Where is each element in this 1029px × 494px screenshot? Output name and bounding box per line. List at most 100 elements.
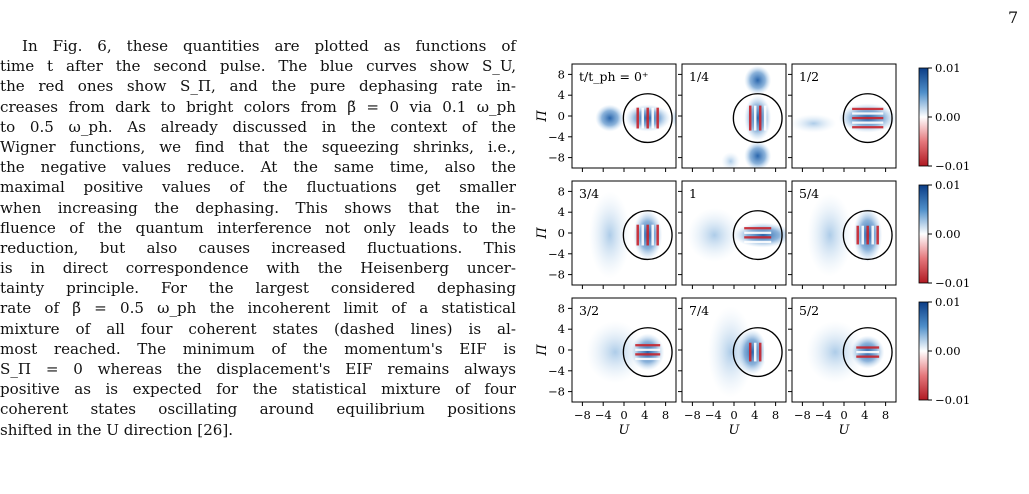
colorbar: 0.01 0.00 −0.01 <box>918 295 970 407</box>
wigner-lobe <box>734 222 786 248</box>
interference-fringe <box>758 342 762 362</box>
colorbar-tick-label: 0.01 <box>935 178 961 192</box>
x-tick-label: −4 <box>705 408 722 422</box>
interference-fringe <box>646 224 649 246</box>
interference-fringe <box>852 126 884 129</box>
interference-fringe <box>856 346 880 349</box>
colorbar-gradient <box>918 184 929 284</box>
interference-fringe <box>641 224 644 246</box>
interference-fringe <box>656 107 659 129</box>
y-tick-label: −4 <box>548 247 565 261</box>
interference-fringe <box>753 105 757 131</box>
reference-circle <box>732 93 783 144</box>
interference-fringe <box>876 225 879 245</box>
x-tick-label: 4 <box>861 408 868 422</box>
x-axis-label: U <box>729 423 741 438</box>
y-axis-label: Π <box>535 344 550 357</box>
panel-label: 3/2 <box>579 303 599 318</box>
y-tick-label: −8 <box>548 268 565 282</box>
x-tick-label: 0 <box>840 408 847 422</box>
y-tick-label: −4 <box>548 364 565 378</box>
interference-fringe <box>852 112 884 115</box>
wigner-panel: 3/2 8 −8 4 −4 0 0 −4 4 −8 8 Π U <box>535 297 677 438</box>
colorbar-tick-label: 0.01 <box>935 295 961 309</box>
interference-fringe <box>861 225 864 245</box>
y-tick-label: 4 <box>558 322 565 336</box>
x-axis-label: U <box>839 423 851 438</box>
interference-fringe <box>635 353 661 356</box>
paragraph-line: rate of β̃ = 0.5 ω_ph the incoherent lim… <box>0 299 516 318</box>
colorbar-gradient <box>918 67 929 167</box>
interference-fringe <box>744 236 772 239</box>
y-tick-label: 0 <box>558 109 565 123</box>
wigner-lobe <box>744 95 772 141</box>
interference-fringe <box>636 224 639 246</box>
interference-fringe <box>656 224 659 246</box>
interference-fringe <box>852 116 884 120</box>
interference-fringe <box>651 107 654 129</box>
paragraph-line: coherent states oscillating around equil… <box>0 400 516 419</box>
colorbar-gradient <box>918 301 929 401</box>
interference-fringe <box>852 121 884 124</box>
paragraph-line: fluence of the quantum interference not … <box>0 218 516 237</box>
panel-label: 1 <box>689 186 697 201</box>
x-tick-label: −4 <box>595 408 612 422</box>
colorbar-tick-label: 0.01 <box>935 61 961 75</box>
paragraph-line: most reached. The minimum of the momentu… <box>0 339 516 358</box>
wigner-panel: 3/4 8 4 0 −4 −8 Π <box>535 180 677 289</box>
reference-circle <box>732 210 783 261</box>
paragraph-line: time t after the second pulse. The blue … <box>0 57 516 76</box>
interference-fringe <box>744 227 772 230</box>
wigner-panel: 1/2 <box>788 63 897 172</box>
x-tick-label: 4 <box>751 408 758 422</box>
reference-circle <box>842 210 893 261</box>
wigner-panel: t/t_ph = 0⁺ 8 4 0 −4 −8 Π <box>535 63 677 172</box>
colorbar-tick-label: 0.00 <box>935 110 961 124</box>
wigner-lobe <box>792 114 837 133</box>
wigner-panel: 5/4 <box>788 180 897 289</box>
panel-label: 7/4 <box>689 303 709 318</box>
interference-fringe <box>744 240 772 244</box>
interference-fringe <box>758 105 762 131</box>
interference-fringe <box>763 342 767 362</box>
wigner-panel: 1 <box>678 180 787 289</box>
paragraph-line: shifted in the U direction [26]. <box>0 420 234 439</box>
wigner-lobe <box>687 208 742 263</box>
y-tick-label: 4 <box>558 88 565 102</box>
paragraph-line: S_Π = 0 whereas the displacement's EIF r… <box>0 360 516 378</box>
wigner-lobe <box>744 141 772 168</box>
y-tick-label: 0 <box>558 226 565 240</box>
y-axis-label: Π <box>535 110 550 123</box>
colorbar-tick-label: 0.00 <box>935 344 961 358</box>
panel-label: 3/4 <box>579 186 599 201</box>
interference-fringe <box>636 107 639 129</box>
page-number: 7 <box>1008 8 1019 27</box>
reference-circle <box>732 327 783 378</box>
y-tick-label: 0 <box>558 343 565 357</box>
y-tick-label: 8 <box>558 184 565 198</box>
colorbar-tick-label: −0.01 <box>935 276 970 290</box>
y-tick-label: −8 <box>548 385 565 399</box>
y-tick-label: −8 <box>548 151 565 165</box>
colorbar: 0.01 0.00 −0.01 <box>918 178 970 290</box>
x-tick-label: −8 <box>574 408 591 422</box>
interference-fringe <box>856 350 880 354</box>
interference-fringe <box>635 348 661 351</box>
interference-fringe <box>744 231 772 234</box>
paragraph-line: Wigner functions, we find that the squee… <box>0 137 516 156</box>
interference-fringe <box>753 342 757 362</box>
wigner-lobe <box>589 191 631 279</box>
interference-fringe <box>748 105 752 131</box>
paragraph-line: reduction, but also causes increased flu… <box>0 238 516 257</box>
x-tick-label: 0 <box>730 408 737 422</box>
paragraph-line: positive as is expected for the statisti… <box>0 380 516 399</box>
x-tick-label: −8 <box>684 408 701 422</box>
paragraph-line: mixture of all four coherent states (das… <box>0 319 516 338</box>
paragraph-line: is in direct correspondence with the Hei… <box>0 259 516 278</box>
y-tick-label: 8 <box>558 301 565 315</box>
interference-fringe <box>856 355 880 358</box>
colorbar-tick-label: 0.00 <box>935 227 961 241</box>
wigner-panel: 1/4 <box>678 63 787 172</box>
paragraph-line: maximal positive values of the fluctuati… <box>0 178 516 197</box>
